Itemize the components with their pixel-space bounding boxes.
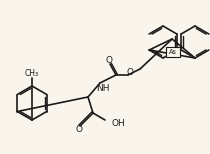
Text: CH₃: CH₃ — [25, 69, 39, 77]
Text: NH: NH — [96, 83, 110, 93]
Text: O: O — [105, 55, 113, 65]
Text: As: As — [169, 49, 177, 55]
FancyBboxPatch shape — [166, 47, 180, 57]
Text: O: O — [126, 67, 134, 77]
Text: OH: OH — [111, 118, 125, 128]
Text: O: O — [76, 126, 83, 134]
